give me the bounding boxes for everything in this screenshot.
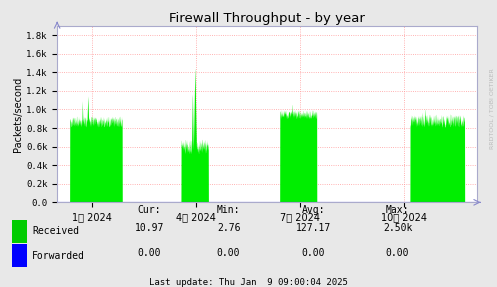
Text: RRDTOOL / TOBI OETIKER: RRDTOOL / TOBI OETIKER [490, 69, 495, 150]
Text: 0.00: 0.00 [137, 248, 161, 258]
Text: 0.00: 0.00 [217, 248, 241, 258]
Text: Max:: Max: [386, 205, 410, 215]
Y-axis label: Packets/second: Packets/second [13, 76, 23, 152]
Text: Cur:: Cur: [137, 205, 161, 215]
Text: 10.97: 10.97 [134, 223, 164, 233]
Text: Received: Received [32, 226, 80, 236]
Text: 0.00: 0.00 [386, 248, 410, 258]
Text: 2.50k: 2.50k [383, 223, 413, 233]
Text: Avg:: Avg: [301, 205, 325, 215]
Text: 2.76: 2.76 [217, 223, 241, 233]
Title: Firewall Throughput - by year: Firewall Throughput - by year [169, 12, 365, 25]
Bar [12, 220, 27, 243]
Bar [12, 245, 27, 267]
Text: Min:: Min: [217, 205, 241, 215]
Text: 127.17: 127.17 [296, 223, 331, 233]
Text: Forwarded: Forwarded [32, 251, 85, 261]
Text: 0.00: 0.00 [301, 248, 325, 258]
Text: Last update: Thu Jan  9 09:00:04 2025: Last update: Thu Jan 9 09:00:04 2025 [149, 278, 348, 286]
